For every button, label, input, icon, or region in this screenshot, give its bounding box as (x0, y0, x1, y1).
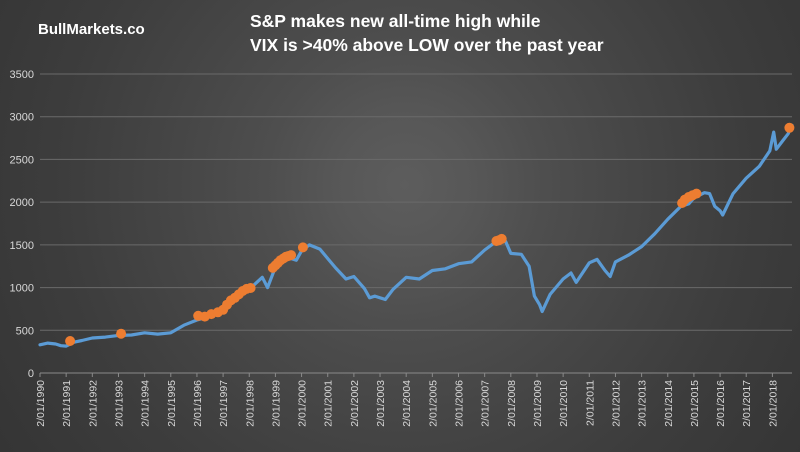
x-tick-label: 2/01/2012 (610, 380, 622, 427)
signal-points (65, 122, 795, 346)
x-tick-label: 2/01/1994 (140, 380, 152, 427)
x-tick-label: 2/01/2006 (454, 380, 466, 427)
signal-point (496, 233, 507, 244)
signal-point (116, 328, 127, 339)
x-tick-label: 2/01/1998 (244, 380, 256, 427)
chart-title: S&P makes new all-time high while VIX is… (250, 9, 604, 57)
x-tick-label: 2/01/1997 (218, 380, 230, 427)
signal-point (286, 250, 297, 261)
sp500-series-line (38, 123, 794, 348)
x-tick-label: 2/01/2008 (506, 380, 518, 427)
x-tick-label: 2/01/2005 (427, 380, 439, 427)
x-tick-label: 2/01/2003 (375, 380, 387, 427)
y-axis: 0 500 1000 1500 2000 2500 3000 3500 (10, 69, 34, 380)
y-tick-label: 2500 (10, 154, 34, 166)
y-tick-label: 2000 (10, 197, 34, 209)
chart-title-line-2: VIX is >40% above LOW over the past year (250, 35, 604, 55)
signal-point (297, 242, 308, 253)
x-tick-label: 2/01/2009 (532, 380, 544, 427)
signal-point (245, 283, 256, 293)
x-tick-label: 2/01/2001 (323, 380, 335, 427)
y-tick-label: 3000 (10, 112, 34, 124)
y-tick-label: 3500 (10, 69, 34, 81)
signal-point (691, 188, 702, 199)
x-tick-label: 2/01/2018 (767, 380, 779, 427)
x-tick-label: 2/01/2017 (741, 380, 753, 427)
signal-point (784, 122, 795, 133)
x-tick-label: 2/01/1999 (270, 380, 282, 427)
x-tick-label: 2/01/2016 (715, 380, 727, 427)
x-tick-label: 2/01/2014 (663, 380, 675, 427)
y-tick-label: 1000 (10, 283, 34, 295)
y-tick-label: 0 (28, 368, 34, 380)
x-tick-label: 2/01/1993 (113, 380, 125, 427)
chart-title-line-1: S&P makes new all-time high while (250, 11, 541, 31)
x-tick-label: 2/01/1996 (192, 380, 204, 427)
gridlines (40, 73, 792, 374)
x-tick-label: 2/01/2015 (689, 380, 701, 427)
x-tick-label: 2/01/2010 (558, 380, 570, 427)
y-tick-label: 500 (16, 325, 34, 337)
brand-logo-text: BullMarkets.co (38, 21, 145, 38)
x-tick-label: 2/01/2011 (584, 380, 596, 426)
x-tick-label: 2/01/2002 (349, 380, 361, 427)
x-tick-label: 2/01/2004 (401, 380, 413, 427)
signal-point (65, 336, 76, 346)
x-tick-label: 2/01/1995 (166, 380, 178, 427)
x-tick-label: 2/01/1991 (61, 380, 73, 427)
x-tick-label: 2/01/2007 (480, 380, 492, 427)
x-tick-label: 2/01/2000 (297, 380, 309, 427)
x-tick-label: 2/01/2013 (637, 380, 649, 427)
y-tick-label: 1500 (10, 240, 34, 252)
x-tick-label: 2/01/1990 (35, 380, 47, 427)
x-tick-label: 2/01/1992 (87, 380, 99, 427)
x-axis: 2/01/1990 2/01/1991 2/01/1992 2/01/1993 2/01… (35, 373, 779, 427)
